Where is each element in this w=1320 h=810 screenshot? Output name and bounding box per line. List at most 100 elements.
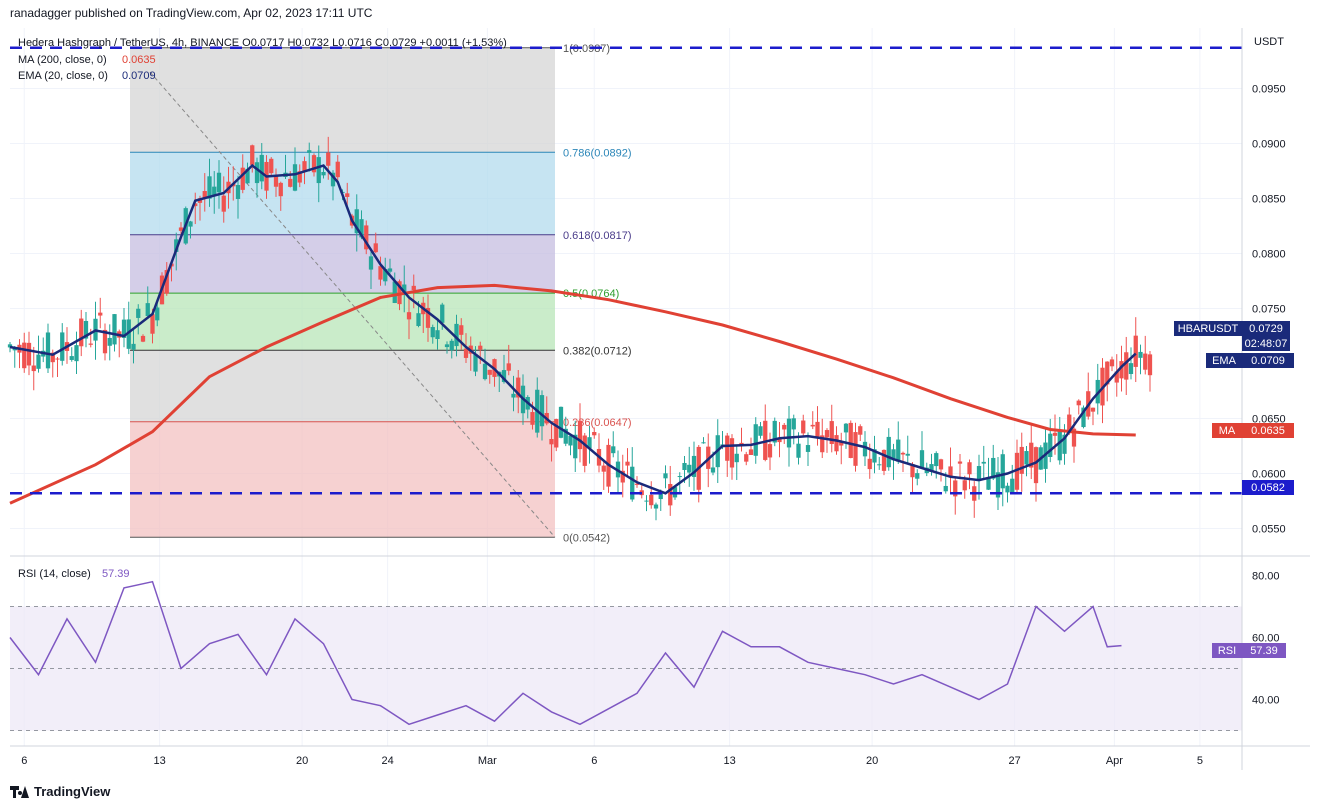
candle-body [644,500,649,502]
svg-text:HBARUSDT: HBARUSDT [1178,323,1239,335]
fib-level-label: 0.5(0.0764) [563,288,619,300]
candle-body [50,352,55,363]
tradingview-footer[interactable]: TradingView [10,784,110,799]
price-tick-label: 0.0650 [1252,414,1286,426]
candle-body [862,441,868,457]
candle-body [430,327,435,338]
candle-body [786,418,792,448]
candle-body [877,464,882,466]
candle-body [853,432,858,466]
candle-body [36,354,41,369]
candle-body [810,424,815,427]
candle-body [1090,407,1096,412]
candle-body [801,420,806,434]
candle-body [411,285,416,291]
candle-body [202,191,207,199]
candle-body [991,457,996,479]
candle-body [1071,428,1077,447]
candle-body [815,421,820,438]
candle-body [682,462,687,470]
candle-body [568,435,573,446]
candle-body [1019,446,1024,474]
candle-body [368,256,374,270]
candle-body [829,421,834,445]
candle-body [701,442,706,444]
candle-body [216,172,222,193]
candle-body [530,412,535,425]
ma-badge: MA 0.0635 [1212,423,1294,438]
candle-body [620,470,625,483]
candle-body [843,423,849,433]
candle-body [649,494,654,506]
candle-body [739,442,744,445]
candle-body [881,449,887,471]
ema-legend-value: 0.0709 [122,70,156,82]
price-tick-label: 0.0600 [1252,469,1286,481]
candle-body [164,270,169,294]
candle-body [611,446,616,454]
candle-body [478,345,483,350]
candle-body [767,444,773,458]
candle-body [501,370,507,383]
price-tick-label: 0.0750 [1252,304,1286,316]
candle-body [634,483,640,485]
candle-body [539,395,545,427]
fib-level-label: 1(0.0987) [563,43,610,55]
candle-body [995,472,1001,498]
candle-body [1062,434,1067,454]
ma-legend-value: 0.0635 [122,54,156,66]
candle-body [758,426,763,436]
currency-label: USDT [1254,36,1284,48]
candle-body [402,284,407,295]
candle-body [131,343,136,350]
brand-label: TradingView [34,784,111,799]
candle-body [962,480,967,491]
candle-body [967,462,972,475]
date-tick-label: 13 [724,755,736,767]
candle-body [463,348,469,358]
candle-body [383,269,388,282]
candle-body [691,455,697,477]
candle-body [297,171,302,183]
candle-body [900,452,906,455]
candle-body [178,227,184,231]
candle-body [126,319,131,349]
svg-text:57.39: 57.39 [1250,645,1278,657]
candle-body [69,356,74,360]
candle-body [630,466,635,500]
candle-body [7,344,13,348]
candle-body [435,330,440,340]
price-tick-label: 0.0850 [1252,194,1286,206]
candle-body [321,171,326,176]
candle-body [278,182,283,197]
candle-body [473,354,478,372]
candle-body [302,161,307,172]
candle-body [796,443,801,458]
candle-body [1081,407,1086,428]
candle-body [83,320,89,339]
candle-body [710,467,716,473]
candle-body [986,477,991,490]
candle-body [288,178,293,187]
rsi-legend-label: RSI (14, close) [18,568,91,580]
fib-level-label: 0.618(0.0817) [563,230,632,242]
candle-body [487,369,492,375]
candle-body [1105,361,1110,385]
candle-body [592,432,597,436]
fib-level-label: 0.382(0.0712) [563,345,632,357]
candle-body [587,437,592,449]
candle-body [373,243,378,253]
candle-body [1014,452,1020,490]
candle-body [330,172,336,187]
candle-body [454,323,459,347]
candle-body [406,312,412,320]
candle-body [259,154,264,182]
candle-body [1109,359,1115,367]
candle-body [1138,351,1143,358]
date-tick-label: 6 [591,755,597,767]
candle-body [753,424,758,456]
ema-legend-label: EMA (20, close, 0) [18,70,108,82]
ma-legend-label: MA (200, close, 0) [18,54,107,66]
candle-body [31,365,36,372]
